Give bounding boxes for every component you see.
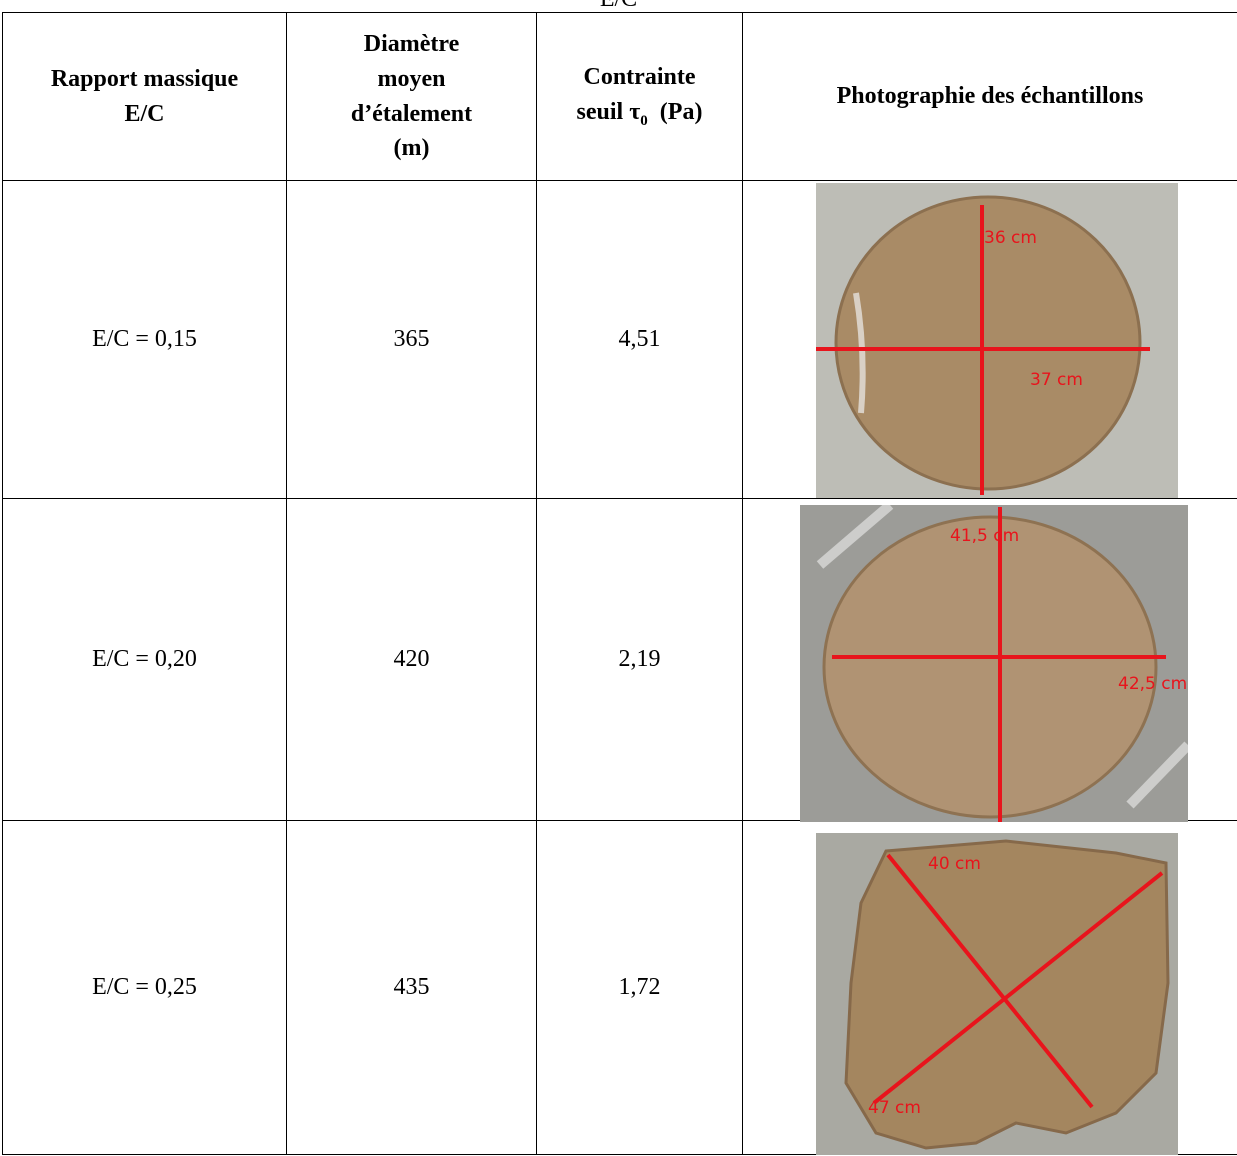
header-text: Photographie des échantillons bbox=[836, 83, 1144, 110]
cell: 4,51 bbox=[536, 180, 743, 499]
photo-label: 37 cm bbox=[1030, 370, 1083, 390]
photo-label: 42,5 cm bbox=[1118, 674, 1187, 694]
photo-label: 41,5 cm bbox=[950, 526, 1019, 546]
photo-label: 47 cm bbox=[868, 1098, 921, 1118]
caption: E/C bbox=[0, 0, 1237, 13]
cell: E/C = 0,20 bbox=[2, 498, 287, 821]
cell: 420 bbox=[286, 498, 537, 821]
photo-cell: 36 cm 37 cm bbox=[742, 180, 1237, 499]
header-text: E/C bbox=[124, 100, 165, 127]
cell: 435 bbox=[286, 820, 537, 1155]
header-cell: Diamètre moyen d’étalement (m) bbox=[286, 12, 537, 181]
row: E/C = 0,25 435 1,72 40 cm 47 cm bbox=[2, 820, 1237, 1155]
header-cell: Rapport massique E/C bbox=[2, 12, 287, 181]
header-text: (Pa) bbox=[659, 99, 703, 126]
header-text: Rapport massique bbox=[50, 65, 239, 92]
cell: 365 bbox=[286, 180, 537, 499]
photo-label: 36 cm bbox=[984, 228, 1037, 248]
subscript: 0 bbox=[640, 113, 648, 130]
row: E/C = 0,15 365 4,51 36 cm 37 cm bbox=[2, 180, 1237, 499]
header-text: moyen bbox=[377, 65, 446, 92]
photo-label: 40 cm bbox=[928, 854, 981, 874]
photo-cell: 40 cm 47 cm bbox=[742, 820, 1237, 1155]
header-row: Rapport massique E/C Diamètre moyen d’étale… bbox=[2, 12, 1237, 181]
header-text: seuil τ bbox=[576, 99, 641, 126]
header-text: Diamètre bbox=[363, 30, 460, 57]
photo: 41,5 cm 42,5 cm bbox=[800, 505, 1188, 822]
cell: E/C = 0,15 bbox=[2, 180, 287, 499]
row: E/C = 0,20 420 2,19 41,5 cm 42,5 cm bbox=[2, 498, 1237, 822]
photo-cell: 41,5 cm 42,5 cm bbox=[742, 498, 1237, 822]
header-cell: Photographie des échantillons bbox=[742, 12, 1237, 181]
photo: 36 cm 37 cm bbox=[816, 183, 1178, 498]
cell: E/C = 0,25 bbox=[2, 820, 287, 1155]
photo: 40 cm 47 cm bbox=[816, 833, 1178, 1155]
cell: 1,72 bbox=[536, 820, 743, 1155]
cell: 2,19 bbox=[536, 498, 743, 821]
header-cell: Contrainte seuil τ0 (Pa) bbox=[536, 12, 743, 181]
header-text: d’étalement bbox=[350, 100, 473, 127]
header-text: (m) bbox=[393, 135, 430, 162]
results-table: Rapport massique E/C Diamètre moyen d’étale… bbox=[2, 12, 1237, 1155]
header-text: Contrainte bbox=[583, 64, 696, 91]
